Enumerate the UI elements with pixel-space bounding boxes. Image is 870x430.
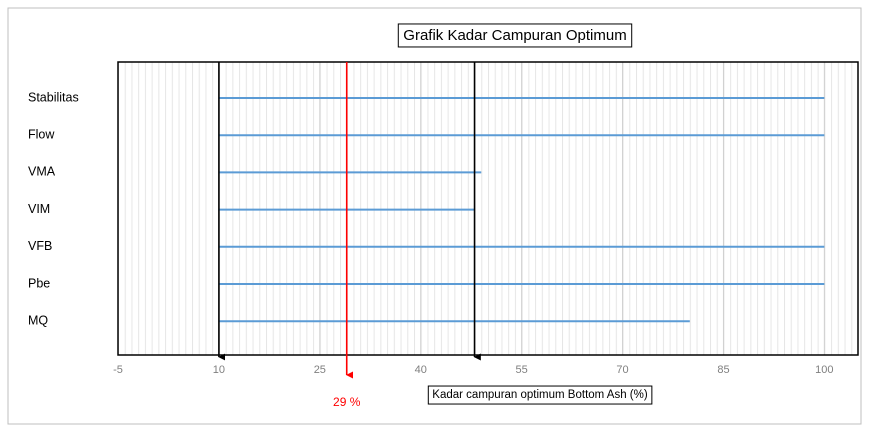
label-box <box>427 385 653 405</box>
y-tick-label: Pbe <box>28 276 50 290</box>
label-box <box>397 23 633 48</box>
minor-grid <box>118 62 858 355</box>
x-tick-label: 55 <box>516 364 528 376</box>
x-axis-label: Kadar campuran optimum Bottom Ash (%) <box>432 389 648 401</box>
y-tick-label: VMA <box>28 165 56 179</box>
x-tick-label: 40 <box>415 364 427 376</box>
y-tick-label: Flow <box>28 127 55 141</box>
x-tick-label: 10 <box>213 364 225 376</box>
plot-frame <box>117 61 859 356</box>
x-tick-label: 85 <box>717 364 729 376</box>
x-tick-label: -5 <box>113 364 123 376</box>
x-tick-label: 70 <box>616 364 628 376</box>
x-tick-label: 25 <box>314 364 326 376</box>
y-tick-label: VIM <box>28 202 50 216</box>
y-tick-label: Stabilitas <box>28 90 79 104</box>
y-tick-label: VFB <box>28 239 52 253</box>
chart-title: Grafik Kadar Campuran Optimum <box>403 27 626 44</box>
x-tick-label: 100 <box>815 364 833 376</box>
y-tick-label: MQ <box>28 313 48 327</box>
marker-label: 29 % <box>333 395 361 409</box>
